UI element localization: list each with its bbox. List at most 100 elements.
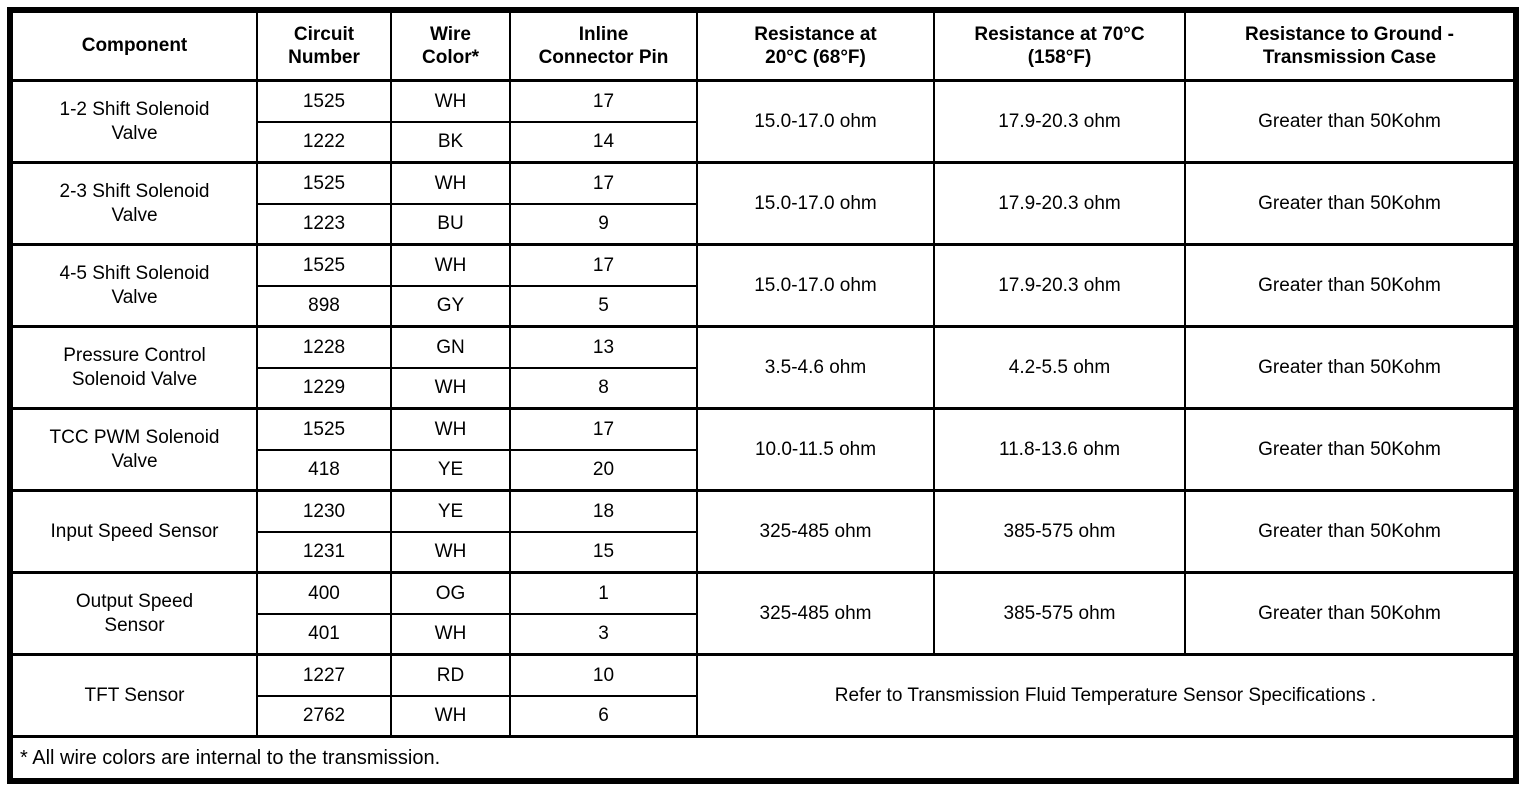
circuit-number-cell: 1228 [256, 325, 392, 369]
circuit-number-cell: 1222 [256, 120, 392, 164]
wire-color-cell: WH [390, 161, 511, 205]
circuit-number-cell: 418 [256, 448, 392, 492]
wire-color-cell: YE [390, 489, 511, 533]
header-row: Component Circuit Number Wire Color* Inl… [9, 9, 1517, 82]
table-row: 2-3 Shift Solenoid Valve 1525 WH 17 15.0… [9, 161, 1517, 246]
table-header: Component Circuit Number Wire Color* Inl… [9, 9, 1517, 82]
resistance-20c-cell: 325-485 ohm [696, 489, 935, 574]
wire-color-cell: YE [390, 448, 511, 492]
col-header-connector-pin: Inline Connector Pin [509, 9, 698, 82]
col-header-circuit-number: Circuit Number [256, 9, 392, 82]
connector-pin-cell: 3 [509, 612, 698, 656]
circuit-number-cell: 1525 [256, 243, 392, 287]
connector-pin-cell: 20 [509, 448, 698, 492]
component-cell: Pressure Control Solenoid Valve [9, 325, 258, 410]
table-row: 4-5 Shift Solenoid Valve 1525 WH 17 15.0… [9, 243, 1517, 328]
component-cell: TFT Sensor [9, 653, 258, 738]
connector-pin-cell: 17 [509, 79, 698, 123]
resistance-20c-cell: 10.0-11.5 ohm [696, 407, 935, 492]
table-row: Output Speed Sensor 400 OG 1 325-485 ohm… [9, 571, 1517, 656]
component-cell: 4-5 Shift Solenoid Valve [9, 243, 258, 328]
resistance-ground-cell: Greater than 50Kohm [1184, 243, 1517, 328]
col-header-resistance-ground: Resistance to Ground - Transmission Case [1184, 9, 1517, 82]
table-subrow: 1231 WH 15 [10, 530, 1516, 574]
table-subrow: 898 GY 5 [10, 284, 1516, 328]
wire-color-cell: GN [390, 325, 511, 369]
wire-color-cell: GY [390, 284, 511, 328]
component-cell: 1-2 Shift Solenoid Valve [9, 79, 258, 164]
component-cell: Output Speed Sensor [9, 571, 258, 656]
wire-color-cell: WH [390, 612, 511, 656]
wire-color-cell: RD [390, 653, 511, 697]
wire-color-cell: WH [390, 79, 511, 123]
table-subrow: 1223 BU 9 [10, 202, 1516, 246]
resistance-ground-cell: Greater than 50Kohm [1184, 161, 1517, 246]
resistance-70c-cell: 17.9-20.3 ohm [933, 79, 1186, 164]
circuit-number-cell: 400 [256, 571, 392, 615]
table-row: Input Speed Sensor 1230 YE 18 325-485 oh… [9, 489, 1517, 574]
connector-pin-cell: 17 [509, 161, 698, 205]
circuit-number-cell: 1223 [256, 202, 392, 246]
table-subrow: 401 WH 3 [10, 612, 1516, 656]
connector-pin-cell: 15 [509, 530, 698, 574]
resistance-20c-cell: 15.0-17.0 ohm [696, 243, 935, 328]
circuit-number-cell: 1525 [256, 161, 392, 205]
wire-color-cell: WH [390, 407, 511, 451]
table-row: TCC PWM Solenoid Valve 1525 WH 17 10.0-1… [9, 407, 1517, 492]
connector-pin-cell: 14 [509, 120, 698, 164]
footnote-text: * All wire colors are internal to the tr… [9, 735, 1517, 782]
col-header-resistance-20c: Resistance at 20°C (68°F) [696, 9, 935, 82]
footnote-row: * All wire colors are internal to the tr… [9, 735, 1517, 782]
connector-pin-cell: 8 [509, 366, 698, 410]
connector-pin-cell: 10 [509, 653, 698, 697]
connector-pin-cell: 6 [509, 694, 698, 738]
table-row: 1-2 Shift Solenoid Valve 1525 WH 17 15.0… [9, 79, 1517, 164]
document-sheet: Component Circuit Number Wire Color* Inl… [7, 7, 1519, 784]
circuit-number-cell: 1229 [256, 366, 392, 410]
col-header-resistance-70c: Resistance at 70°C (158°F) [933, 9, 1186, 82]
table-subrow: 1229 WH 8 [10, 366, 1516, 410]
circuit-number-cell: 1525 [256, 407, 392, 451]
circuit-number-cell: 1230 [256, 489, 392, 533]
table-subrow: 418 YE 20 [10, 448, 1516, 492]
circuit-number-cell: 401 [256, 612, 392, 656]
circuit-number-cell: 2762 [256, 694, 392, 738]
connector-pin-cell: 9 [509, 202, 698, 246]
wire-color-cell: WH [390, 530, 511, 574]
resistance-20c-cell: 15.0-17.0 ohm [696, 79, 935, 164]
resistance-70c-cell: 385-575 ohm [933, 489, 1186, 574]
resistance-70c-cell: 17.9-20.3 ohm [933, 161, 1186, 246]
resistance-ground-cell: Greater than 50Kohm [1184, 325, 1517, 410]
resistance-20c-cell: 325-485 ohm [696, 571, 935, 656]
resistance-ground-cell: Greater than 50Kohm [1184, 79, 1517, 164]
connector-pin-cell: 13 [509, 325, 698, 369]
wire-color-cell: WH [390, 366, 511, 410]
component-cell: 2-3 Shift Solenoid Valve [9, 161, 258, 246]
resistance-ground-cell: Greater than 50Kohm [1184, 407, 1517, 492]
circuit-number-cell: 1227 [256, 653, 392, 697]
wire-color-cell: WH [390, 243, 511, 287]
circuit-number-cell: 1231 [256, 530, 392, 574]
table-subrow: 2762 WH 6 [10, 694, 1516, 738]
component-cell: Input Speed Sensor [9, 489, 258, 574]
wire-color-cell: OG [390, 571, 511, 615]
connector-pin-cell: 5 [509, 284, 698, 328]
resistance-20c-cell: 15.0-17.0 ohm [696, 161, 935, 246]
wire-color-cell: WH [390, 694, 511, 738]
wire-color-cell: BU [390, 202, 511, 246]
table-subrow: 1222 BK 14 [10, 120, 1516, 164]
connector-pin-cell: 1 [509, 571, 698, 615]
resistance-70c-cell: 11.8-13.6 ohm [933, 407, 1186, 492]
table-row: TFT Sensor 1227 RD 10 Refer to Transmiss… [9, 653, 1517, 738]
transmission-spec-table: Component Circuit Number Wire Color* Inl… [7, 7, 1519, 784]
table-body: 1-2 Shift Solenoid Valve 1525 WH 17 15.0… [9, 79, 1517, 782]
resistance-20c-cell: 3.5-4.6 ohm [696, 325, 935, 410]
table-row: Pressure Control Solenoid Valve 1228 GN … [9, 325, 1517, 410]
resistance-70c-cell: 385-575 ohm [933, 571, 1186, 656]
component-cell: TCC PWM Solenoid Valve [9, 407, 258, 492]
resistance-70c-cell: 4.2-5.5 ohm [933, 325, 1186, 410]
connector-pin-cell: 17 [509, 243, 698, 287]
col-header-wire-color: Wire Color* [390, 9, 511, 82]
resistance-ground-cell: Greater than 50Kohm [1184, 571, 1517, 656]
resistance-ground-cell: Greater than 50Kohm [1184, 489, 1517, 574]
